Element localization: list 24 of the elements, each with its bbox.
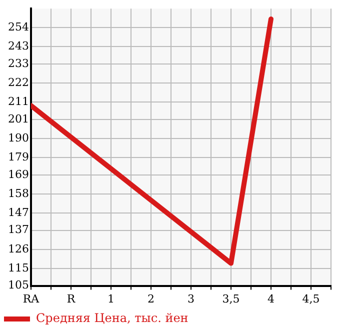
y-tick-label: 126: [8, 242, 29, 256]
y-tick-label: 147: [8, 206, 29, 219]
y-tick-label: 243: [8, 40, 29, 53]
x-tick-label: R: [66, 292, 76, 306]
y-tick-label: 254: [8, 20, 29, 34]
y-tick-label: 233: [8, 56, 29, 70]
x-tick-label: RA: [22, 292, 40, 306]
y-tick-label: 179: [8, 150, 29, 164]
x-tick-label: 1: [108, 292, 114, 306]
y-tick-label: 115: [8, 261, 29, 274]
legend-label: Средняя Цена, тыс. йен: [36, 311, 188, 326]
y-tick-label: 201: [8, 112, 29, 126]
x-tick-label: 3: [188, 292, 194, 306]
x-tick-label: 3,5: [222, 292, 240, 306]
x-tick-label: 4: [268, 292, 274, 306]
y-tick-label: 190: [8, 131, 29, 144]
y-tick-label: 105: [8, 278, 29, 292]
y-tick-label: 137: [8, 223, 29, 236]
y-tick-label: 158: [8, 186, 29, 200]
x-tick-label: 2: [148, 292, 154, 306]
y-tick-label: 169: [8, 168, 29, 181]
y-tick-label: 211: [8, 95, 29, 108]
y-tick-label: 222: [8, 76, 29, 89]
x-tick-label: 4,5: [302, 292, 320, 306]
